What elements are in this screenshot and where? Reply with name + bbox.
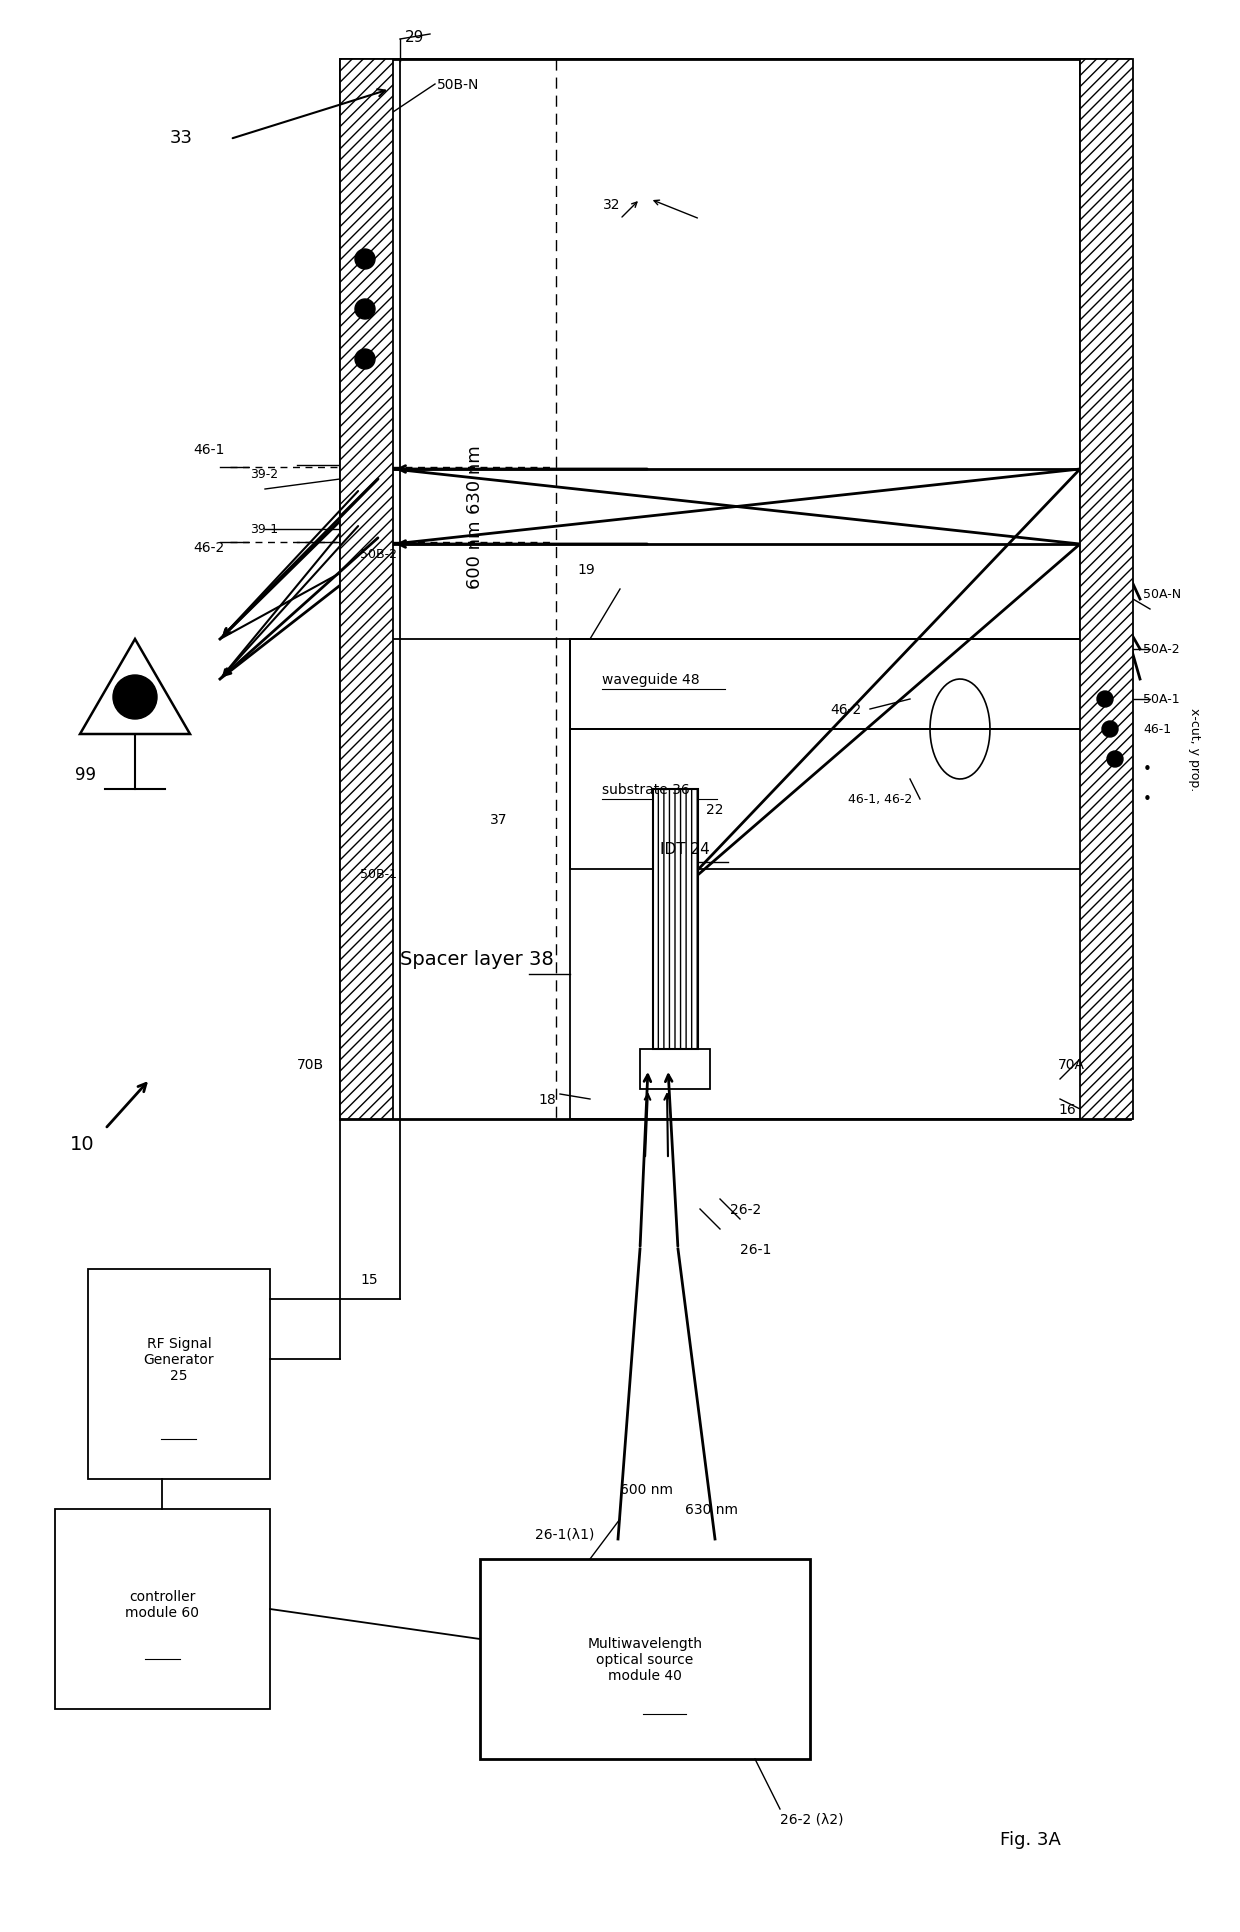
Bar (55, 1509, 270, 1710)
Text: 18: 18 (538, 1092, 556, 1107)
Text: 22: 22 (706, 802, 723, 817)
Text: 50A-1: 50A-1 (1143, 694, 1179, 705)
Circle shape (355, 299, 374, 321)
Circle shape (113, 676, 157, 719)
Text: x-cut, y prop.: x-cut, y prop. (1188, 707, 1202, 792)
Text: 39-2: 39-2 (250, 468, 278, 481)
Text: 26-1(λ1): 26-1(λ1) (534, 1526, 594, 1542)
Text: Fig. 3A: Fig. 3A (999, 1830, 1061, 1849)
Bar (570, 639, 1130, 1119)
Bar (340, 60, 393, 1119)
Text: 50A-N: 50A-N (1143, 587, 1182, 601)
Text: 50B-N: 50B-N (436, 77, 480, 93)
Text: 26-2: 26-2 (730, 1202, 761, 1217)
Text: 50B-1: 50B-1 (360, 867, 397, 881)
Bar (1080, 60, 1133, 1119)
Text: 46-2: 46-2 (830, 703, 862, 717)
Text: 15: 15 (360, 1273, 378, 1287)
Text: Multiwavelength
optical source
module 40: Multiwavelength optical source module 40 (588, 1636, 703, 1683)
Circle shape (1102, 723, 1118, 738)
Bar (480, 1559, 810, 1760)
Text: 46-1: 46-1 (1143, 723, 1171, 736)
Text: IDT 24: IDT 24 (660, 842, 709, 858)
Text: 46-1, 46-2: 46-1, 46-2 (848, 794, 913, 806)
Text: 46-2: 46-2 (193, 541, 224, 554)
Text: 50A-2: 50A-2 (1143, 643, 1179, 657)
Circle shape (355, 249, 374, 270)
Text: 33: 33 (170, 129, 193, 147)
Text: 26-1: 26-1 (740, 1242, 771, 1256)
Bar (640, 1049, 711, 1090)
Text: 26-2 (λ2): 26-2 (λ2) (780, 1812, 843, 1826)
Text: 600 nm: 600 nm (466, 520, 484, 589)
Text: 37: 37 (490, 813, 507, 827)
Text: 32: 32 (603, 197, 620, 213)
Circle shape (355, 350, 374, 369)
Text: RF Signal
Generator
25: RF Signal Generator 25 (144, 1337, 215, 1383)
Bar (570, 639, 1130, 730)
Text: 630 nm: 630 nm (466, 446, 484, 514)
Text: waveguide 48: waveguide 48 (601, 672, 699, 686)
Bar (340, 60, 1130, 1119)
Text: •: • (1143, 792, 1152, 808)
Text: 70B: 70B (298, 1057, 324, 1072)
Text: •: • (1143, 761, 1152, 777)
Bar (391, 60, 1080, 639)
Text: 50B-2: 50B-2 (360, 549, 397, 560)
Bar (88, 1269, 270, 1480)
Text: 46-1: 46-1 (193, 442, 224, 456)
Text: 630 nm: 630 nm (684, 1503, 738, 1517)
Text: 10: 10 (69, 1134, 94, 1153)
Text: 16: 16 (1058, 1103, 1076, 1117)
Text: substrate 36: substrate 36 (601, 782, 689, 796)
Text: 600 nm: 600 nm (620, 1482, 673, 1495)
Text: 29: 29 (405, 31, 424, 46)
Bar (653, 790, 698, 1049)
Text: 39-1: 39-1 (250, 524, 278, 537)
Text: 70A: 70A (1058, 1057, 1085, 1072)
Text: 19: 19 (577, 562, 595, 576)
Text: Spacer layer 38: Spacer layer 38 (401, 951, 554, 970)
Text: controller
module 60: controller module 60 (125, 1590, 198, 1619)
Text: 99: 99 (74, 765, 95, 784)
Circle shape (1107, 752, 1123, 767)
Bar (570, 730, 1130, 869)
Circle shape (1097, 692, 1114, 707)
Polygon shape (81, 639, 190, 734)
